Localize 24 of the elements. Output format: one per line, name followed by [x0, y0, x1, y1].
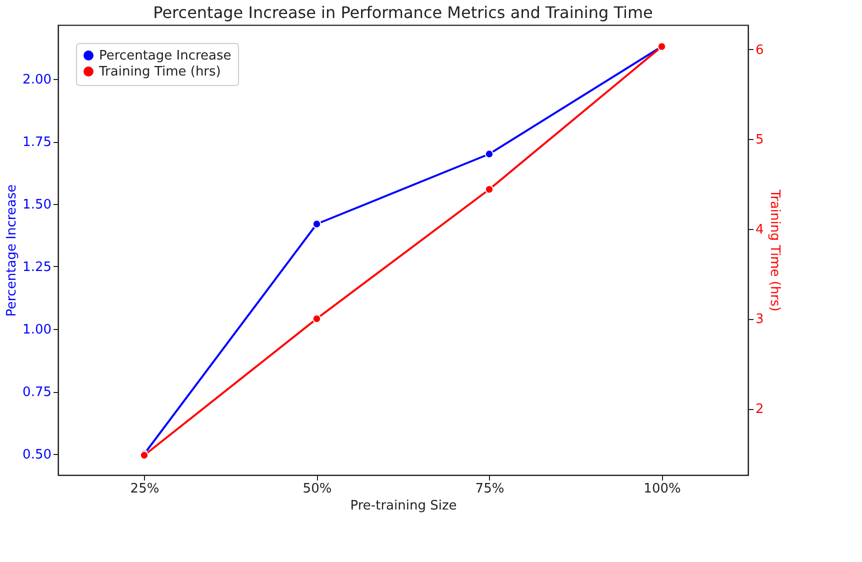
y-axis-title: Percentage Increase — [4, 184, 20, 317]
x-tick-label: 75% — [475, 482, 504, 496]
y-tick-label: 1.00 — [22, 322, 52, 338]
y-tick-label: 1.25 — [22, 260, 52, 275]
point — [484, 185, 494, 194]
y2-tick-label: 3 — [756, 312, 764, 328]
x-tick-label: 50% — [302, 482, 332, 496]
y-tick-label: 1.50 — [22, 198, 52, 212]
y2-axis-title: Training Time (hrs) — [766, 188, 782, 312]
chart-title: Percentage Increase in Performance Metrics and Training Time — [153, 3, 653, 22]
x-tick-label: 25% — [130, 482, 160, 496]
point — [312, 314, 322, 324]
y2-tick-label: 6 — [756, 42, 764, 58]
y-tick-label: 0.50 — [22, 448, 52, 462]
legend-label: Percentage Increase — [99, 48, 232, 64]
y2-tick-label: 2 — [756, 402, 764, 418]
y-tick-label: 1.75 — [22, 135, 52, 150]
y2-tick-label: 5 — [756, 132, 764, 148]
y-tick-label: 0.75 — [22, 385, 52, 400]
y-tick-label: 2.00 — [22, 72, 52, 88]
y2-tick-label: 4 — [756, 222, 764, 238]
x-axis-title: Pre-training Size — [350, 498, 457, 514]
legend-label: Training Time (hrs) — [98, 64, 221, 80]
x-tick-label: 100% — [644, 482, 681, 496]
